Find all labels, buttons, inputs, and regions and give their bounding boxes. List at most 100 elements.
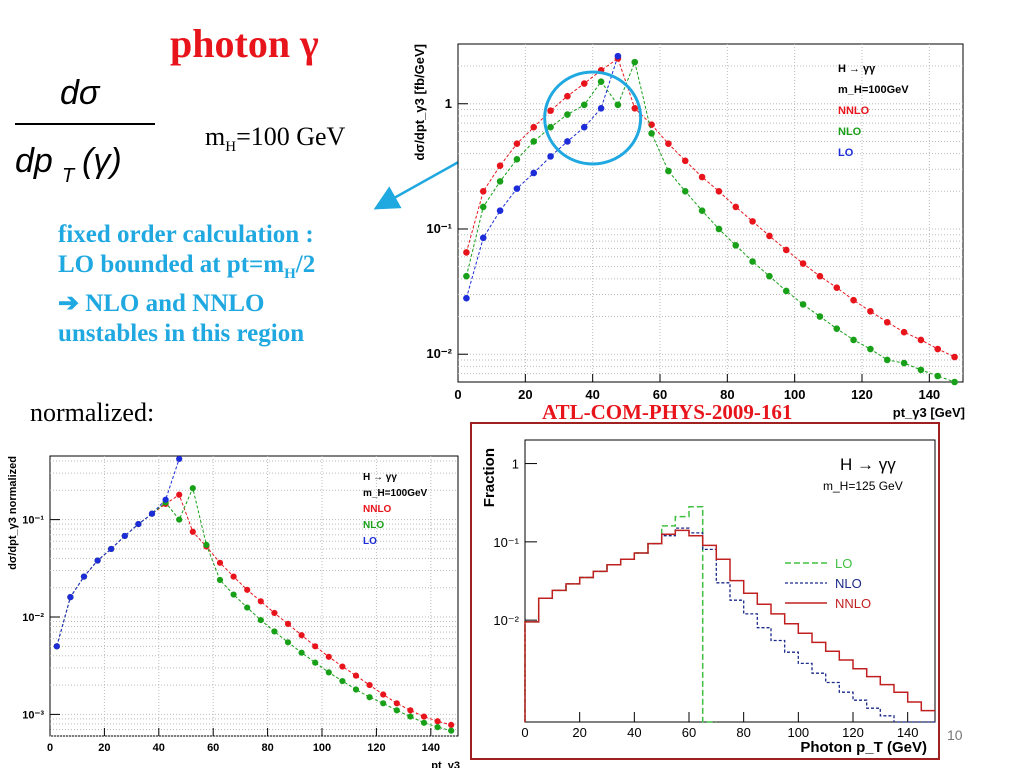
data-point-nnlo <box>380 691 387 698</box>
data-point-nlo <box>681 187 689 195</box>
data-point-nnlo <box>420 713 428 720</box>
y-axis-label: dσ/dpt_γ3 normalized <box>7 456 19 570</box>
data-point-nnlo <box>833 284 841 291</box>
x-tick-label: 80 <box>720 387 734 402</box>
data-point-lo <box>564 138 571 145</box>
data-point-nnlo <box>766 232 773 240</box>
data-point-nnlo <box>530 123 538 131</box>
x-tick-label: 80 <box>261 742 273 754</box>
data-point-nnlo <box>230 573 237 580</box>
plot-frame <box>457 43 964 383</box>
data-point-lo <box>530 169 538 177</box>
data-point-nnlo <box>564 92 571 100</box>
x-tick-label: 100 <box>313 742 331 754</box>
data-point-nnlo <box>434 718 441 725</box>
mh-prefix: m <box>205 122 226 151</box>
legend-entry: H → γγ <box>363 472 397 483</box>
data-point-nlo <box>547 123 554 131</box>
data-point-nlo <box>513 156 521 163</box>
x-tick-label: 20 <box>518 387 532 402</box>
data-point-nnlo <box>298 632 305 639</box>
data-point-nlo <box>380 700 387 707</box>
data-point-nnlo <box>407 707 414 714</box>
y-tick-label: 10⁻¹ <box>22 515 44 527</box>
data-point-nlo <box>257 616 264 624</box>
data-point-lo <box>597 104 605 112</box>
data-point-lo <box>148 510 156 517</box>
data-point-nlo <box>715 225 723 233</box>
data-point-nlo <box>496 178 504 185</box>
x-tick-label: 120 <box>851 387 873 402</box>
data-point-nnlo <box>799 260 807 267</box>
x-tick-label: 140 <box>422 742 440 754</box>
legend-entry: LO <box>835 556 852 571</box>
formula-numerator: dσ <box>60 74 101 112</box>
data-point-nnlo <box>513 140 521 147</box>
legend-entry: NNLO <box>838 105 870 117</box>
data-point-nlo <box>189 485 196 492</box>
x-tick-label: 140 <box>918 387 940 402</box>
y-tick-label: 10⁻¹ <box>493 535 519 550</box>
data-point-nnlo <box>547 107 554 115</box>
data-point-nnlo <box>883 318 891 326</box>
data-point-nlo <box>732 242 740 249</box>
data-point-nlo <box>883 356 891 364</box>
data-point-nlo <box>244 604 251 611</box>
data-point-lo <box>108 545 115 553</box>
data-point-nnlo <box>366 681 373 689</box>
data-point-nlo <box>631 58 639 66</box>
data-point-lo <box>53 643 60 650</box>
note-line-2-sub: H <box>284 266 296 282</box>
formula-argument: (γ) <box>82 142 122 180</box>
data-point-nnlo <box>479 187 487 195</box>
data-point-nnlo <box>732 203 740 211</box>
data-point-nlo <box>393 707 400 714</box>
data-point-nnlo <box>698 173 706 181</box>
data-point-nnlo <box>951 353 958 361</box>
data-point-nlo <box>271 628 278 635</box>
data-point-nlo <box>816 313 824 320</box>
data-point-nlo <box>934 372 942 380</box>
legend-entry: LO <box>838 147 854 159</box>
formula-subscript: T <box>62 165 76 187</box>
data-point-nlo <box>665 167 672 175</box>
note-line-3: ➔ NLO and NNLO <box>58 290 265 317</box>
data-point-nlo <box>176 516 183 523</box>
y-tick-label: 10⁻² <box>22 612 44 624</box>
page-number: 10 <box>947 727 963 743</box>
data-point-lo <box>496 207 504 214</box>
x-tick-label: 0 <box>47 742 53 754</box>
data-point-nnlo <box>189 528 196 535</box>
cross-section-formula: dσ dp T (γ) <box>15 74 155 187</box>
legend-entry: NLO <box>835 576 862 591</box>
data-point-nnlo <box>216 559 224 566</box>
data-point-lo <box>463 294 470 302</box>
data-point-lo <box>176 455 183 463</box>
histogram-nnlo <box>524 529 935 722</box>
slide-title: photon γ <box>170 21 319 66</box>
x-tick-label: 40 <box>627 725 641 740</box>
x-tick-label: 140 <box>897 725 919 740</box>
data-point-lo <box>614 52 622 60</box>
data-point-nnlo <box>816 272 824 280</box>
x-tick-label: 20 <box>98 742 110 754</box>
data-point-nlo <box>366 694 373 701</box>
data-point-nnlo <box>749 218 756 225</box>
data-point-nnlo <box>496 162 504 170</box>
data-point-nnlo <box>393 700 400 707</box>
data-point-lo <box>135 520 142 528</box>
data-point-nlo <box>230 591 237 598</box>
data-point-nnlo <box>176 491 183 498</box>
note-line-4: unstables in this region <box>58 320 305 347</box>
note-line-1: fixed order calculation : <box>58 221 314 248</box>
reference-label: ATL-COM-PHYS-2009-161 <box>542 400 793 424</box>
data-point-nnlo <box>782 246 790 254</box>
data-point-nlo <box>463 272 470 280</box>
x-tick-label: 40 <box>585 387 599 402</box>
legend-mass: m_H=125 GeV <box>823 479 903 493</box>
data-point-nlo <box>749 258 756 265</box>
data-point-nnlo <box>463 249 470 256</box>
x-tick-label: 0 <box>521 725 528 740</box>
data-point-lo <box>513 185 521 192</box>
data-point-lo <box>479 234 487 242</box>
